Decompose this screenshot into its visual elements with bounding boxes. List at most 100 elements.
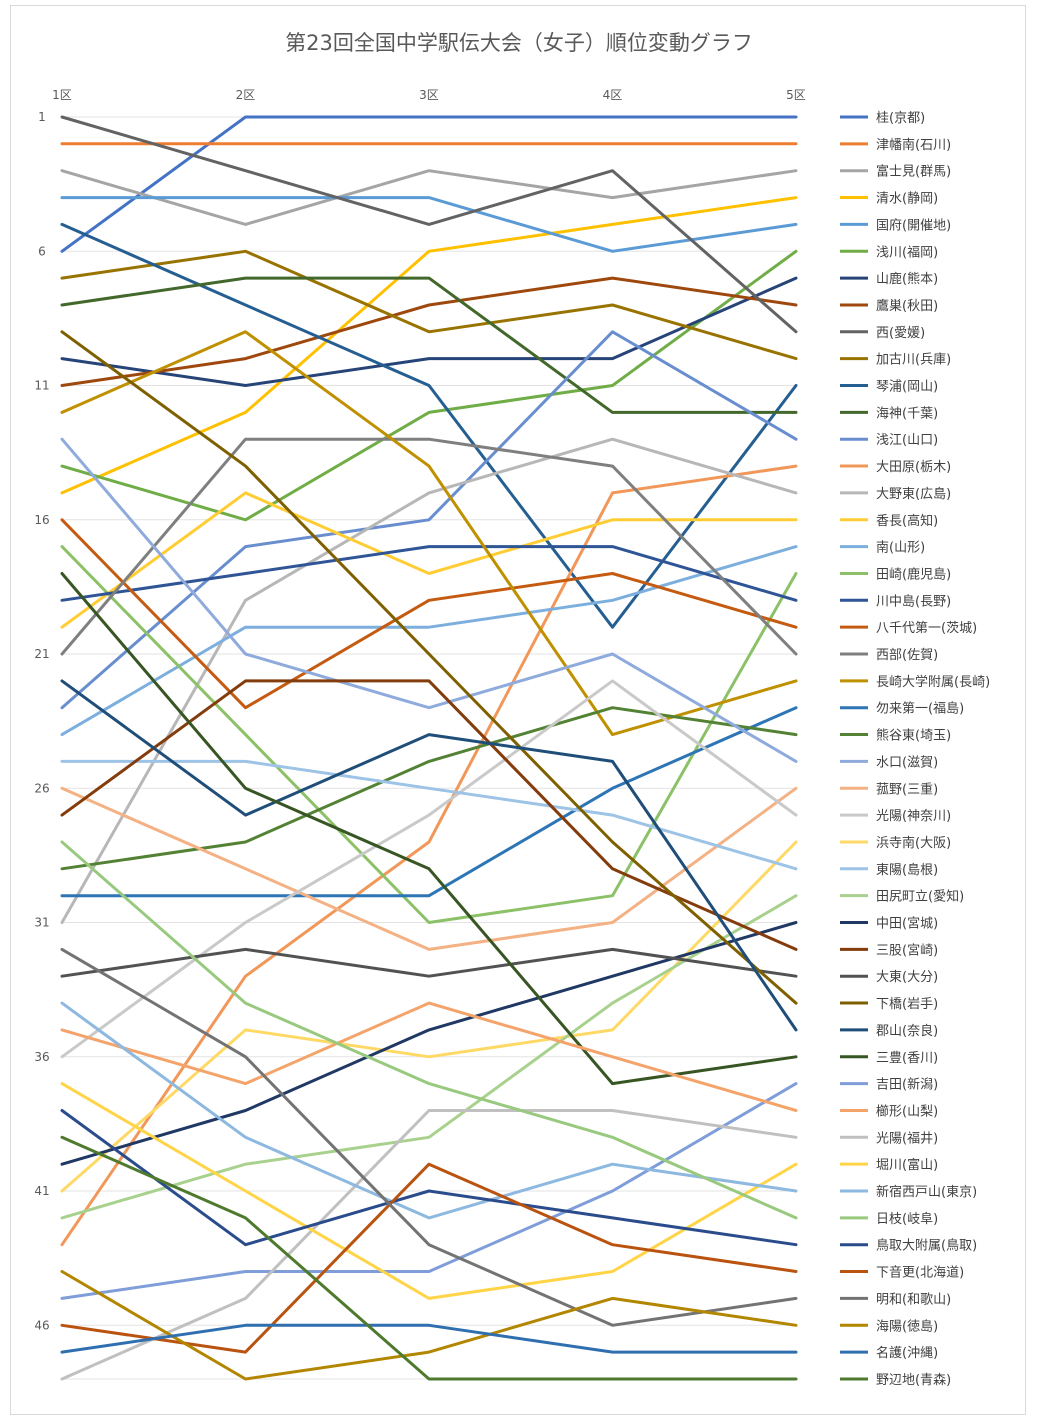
y-tick-label: 46: [34, 1318, 49, 1332]
series-line-24: [60, 437, 798, 763]
legend-item: 大野東(広島): [840, 486, 951, 502]
legend-label: 川中島(長野): [876, 594, 951, 609]
series-line-0: [60, 115, 798, 253]
legend-item: 東陽(島根): [840, 862, 938, 878]
legend-item: 西部(佐賀): [840, 648, 938, 663]
series-line-23: [60, 706, 798, 871]
legend-label: 山鹿(熊本): [876, 271, 938, 287]
legend-label: 海神(千葉): [876, 406, 938, 421]
legend-label: 加古川(兵庫): [876, 353, 951, 368]
legend-label: 熊谷東(埼玉): [876, 728, 951, 744]
legend-label: 桂(京都): [876, 111, 925, 126]
legend-item: 八千代第一(茨城): [840, 621, 977, 636]
series-line-15: [60, 491, 798, 629]
series-line-4: [60, 196, 798, 253]
legend-item: 堀川(富山): [840, 1157, 938, 1173]
x-tick-label: 5区: [786, 88, 806, 102]
legend-item: 下橋(岩手): [840, 997, 938, 1012]
legend-label: 浅川(福岡): [876, 245, 938, 260]
legend-item: 鷹巣(秋田): [840, 299, 938, 314]
legend-item: 櫛形(山梨): [840, 1104, 938, 1119]
legend-item: 中田(宮城): [840, 916, 938, 932]
series-line-25: [60, 786, 798, 951]
legend-label: 浅江(山口): [876, 433, 938, 448]
legend-item: 田崎(鹿児島): [840, 566, 951, 582]
series-line-44: [60, 947, 798, 1327]
series-line-33: [60, 330, 798, 1005]
series-line-22: [60, 706, 798, 898]
series-line-9: [60, 249, 798, 361]
x-tick-label: 2区: [236, 88, 256, 102]
legend: 桂(京都) 津幡南(石川) 富士見(群馬) 清水(静岡) 国府(開催地) 浅川(福岡) 山鹿…: [840, 111, 990, 1388]
series-line-28: [60, 759, 798, 871]
series-line-16: [60, 545, 798, 737]
series-line-39: [60, 1082, 798, 1300]
legend-label: 八千代第一(茨城): [876, 621, 977, 636]
legend-item: 香長(高知): [840, 513, 938, 529]
legend-item: 浜寺南(大阪): [840, 835, 951, 851]
series-line-6: [60, 276, 798, 387]
legend-item: 郡山(奈良): [840, 1023, 938, 1039]
legend-label: 南(山形): [876, 540, 925, 556]
legend-label: 東陽(島根): [876, 862, 938, 878]
series-line-3: [60, 196, 798, 495]
series-line-41: [60, 840, 798, 1220]
legend-label: 三股(宮崎): [876, 942, 938, 958]
y-tick-label: 6: [38, 244, 46, 258]
legend-item: 吉田(新潟): [840, 1077, 938, 1093]
series-lines: [60, 115, 798, 1381]
legend-item: 海陽(徳島): [840, 1319, 938, 1334]
series-line-17: [60, 545, 798, 924]
legend-label: 鳥取大附属(鳥取): [876, 1239, 977, 1254]
y-tick-label: 1: [38, 110, 46, 124]
legend-item: 三股(宮崎): [840, 942, 938, 958]
y-tick-label: 26: [34, 781, 49, 795]
series-line-38: [60, 1109, 798, 1381]
series-line-20: [60, 437, 798, 656]
series-line-26: [60, 679, 798, 1059]
x-tick-label: 4区: [603, 88, 623, 102]
legend-label: 国府(開催地): [876, 218, 951, 233]
legend-label: 水口(滋賀): [876, 755, 938, 770]
series-line-34: [60, 679, 798, 1032]
legend-label: 大東(大分): [876, 969, 938, 985]
legend-label: 下橋(岩手): [876, 997, 938, 1012]
legend-label: 中田(宮城): [876, 916, 938, 932]
legend-item: 光陽(福井): [840, 1131, 938, 1146]
legend-item: 川中島(長野): [840, 594, 951, 609]
legend-item: 水口(滋賀): [840, 755, 938, 770]
legend-item: 西(愛媛): [840, 326, 925, 341]
legend-label: 琴浦(岡山): [876, 380, 938, 395]
legend-label: 明和(和歌山): [876, 1292, 951, 1307]
legend-label: 浜寺南(大阪): [876, 835, 951, 851]
legend-item: 下音更(北海道): [840, 1265, 964, 1281]
legend-label: 三豊(香川): [876, 1051, 938, 1066]
legend-label: 田尻町立(愛知): [876, 889, 964, 905]
legend-item: 三豊(香川): [840, 1051, 938, 1066]
series-line-7: [60, 276, 798, 387]
legend-item: 富士見(群馬): [840, 164, 951, 180]
legend-item: 清水(静岡): [840, 192, 938, 207]
legend-item: 津幡南(石川): [840, 137, 951, 153]
legend-label: 野辺地(青森): [876, 1373, 951, 1388]
legend-label: 勿来第一(福島): [876, 702, 964, 717]
series-line-14: [60, 437, 798, 924]
legend-item: 琴浦(岡山): [840, 380, 938, 395]
series-line-21: [60, 330, 798, 737]
legend-label: 富士見(群馬): [876, 164, 951, 180]
legend-item: 野辺地(青森): [840, 1373, 951, 1388]
series-line-42: [60, 1109, 798, 1247]
y-tick-label: 41: [34, 1184, 49, 1198]
legend-item: 新宿西戸山(東京): [840, 1184, 977, 1200]
legend-label: 大田原(栃木): [876, 460, 951, 475]
legend-label: 西(愛媛): [876, 326, 925, 341]
legend-item: 海神(千葉): [840, 406, 938, 421]
legend-item: 熊谷東(埼玉): [840, 728, 951, 744]
legend-label: 名護(沖縄): [876, 1345, 938, 1361]
legend-item: 桂(京都): [840, 111, 925, 126]
legend-item: 浅川(福岡): [840, 245, 938, 260]
y-tick-label: 11: [34, 379, 49, 393]
y-tick-label: 21: [34, 647, 49, 661]
